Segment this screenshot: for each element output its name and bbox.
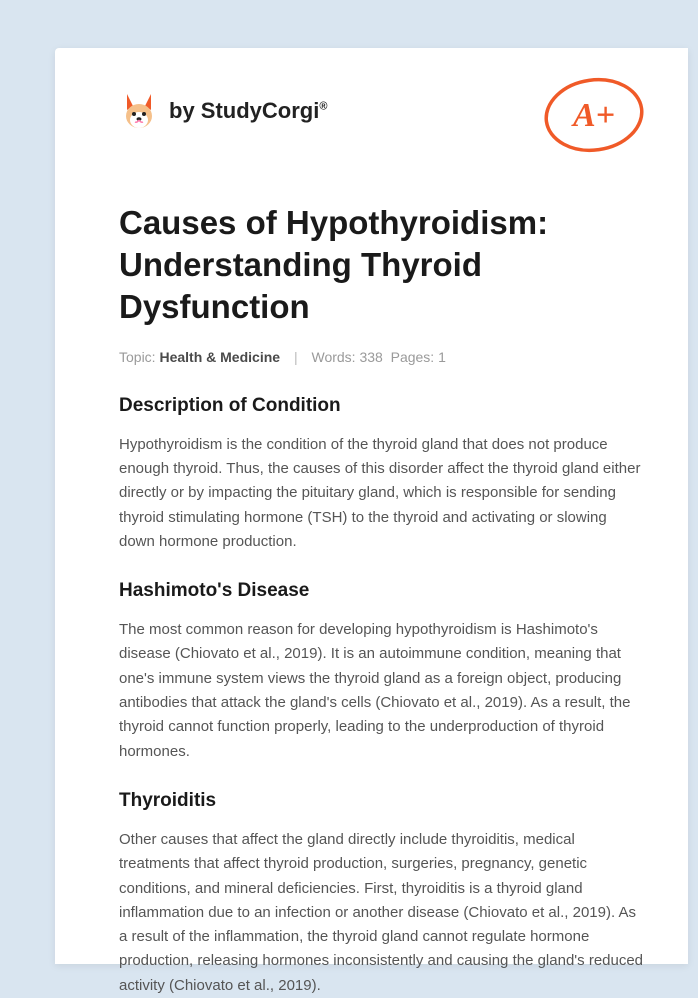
section-body: Hypothyroidism is the condition of the t… [119, 433, 646, 554]
page-title: Causes of Hypothyroidism: Understanding … [119, 202, 646, 329]
grade-text: A+ [571, 97, 615, 134]
section-heading: Hashimoto's Disease [119, 580, 646, 602]
meta-sep: | [294, 349, 298, 365]
words-label: Words: [311, 349, 359, 365]
document-page: by StudyCorgi® A+ Causes of Hypothyroidi… [55, 48, 688, 964]
meta-row: Topic: Health & Medicine | Words: 338 Pa… [119, 349, 646, 365]
words-value: 338 [359, 349, 382, 365]
pages-value: 1 [438, 349, 446, 365]
header-row: by StudyCorgi® A+ [119, 76, 646, 154]
pages-label: Pages: [391, 349, 438, 365]
topic-value: Health & Medicine [159, 349, 280, 365]
topic-label: Topic: [119, 349, 159, 365]
section-body: Other causes that affect the gland direc… [119, 828, 646, 998]
section-heading: Description of Condition [119, 395, 646, 417]
grade-badge: A+ [542, 76, 646, 154]
brand: by StudyCorgi® [119, 90, 327, 132]
section-body: The most common reason for developing hy… [119, 618, 646, 764]
section-heading: Thyroiditis [119, 790, 646, 812]
brand-label: by StudyCorgi® [169, 98, 327, 124]
corgi-icon [119, 90, 159, 132]
